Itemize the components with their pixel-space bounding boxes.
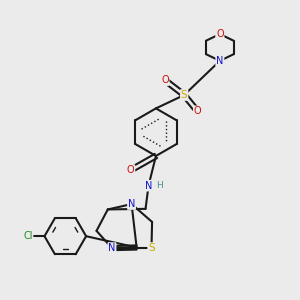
Text: N: N [128,199,135,209]
Text: S: S [181,90,188,100]
Text: N: N [145,181,152,191]
Text: O: O [127,165,134,175]
Text: N: N [108,243,116,253]
Text: O: O [194,106,201,116]
Text: O: O [161,75,169,85]
Text: S: S [148,243,155,253]
Text: Cl: Cl [23,231,33,241]
Text: N: N [216,56,224,66]
Text: O: O [216,29,224,39]
Text: H: H [156,181,163,190]
